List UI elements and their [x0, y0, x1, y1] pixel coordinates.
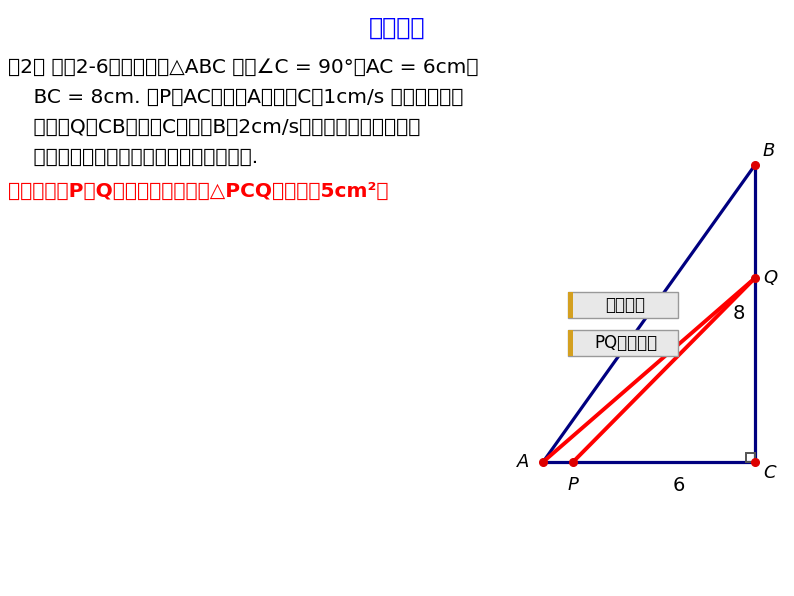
- Bar: [568, 292, 678, 318]
- Text: B: B: [763, 142, 776, 160]
- Text: 一点到达终点时，另一点也随之停止移动.: 一点到达终点时，另一点也随之停止移动.: [8, 148, 258, 167]
- Text: PQ点的运动: PQ点的运动: [594, 334, 657, 352]
- Text: 同时点Q沿CB边从点C向终点B以2cm/s的速度移动，且当其中: 同时点Q沿CB边从点C向终点B以2cm/s的速度移动，且当其中: [8, 118, 420, 137]
- Text: P: P: [568, 476, 579, 494]
- Text: BC = 8cm. 点P沿AC边从点A向终点C以1cm/s 的速度移动；: BC = 8cm. 点P沿AC边从点A向终点C以1cm/s 的速度移动；: [8, 88, 464, 107]
- Text: 解题过程: 解题过程: [606, 296, 646, 314]
- Text: 问题二：点P，Q出发几秒后，可使△PCQ的面积为5cm²？: 问题二：点P，Q出发几秒后，可使△PCQ的面积为5cm²？: [8, 182, 388, 201]
- Bar: [568, 330, 573, 356]
- Bar: [568, 330, 678, 356]
- Text: Q: Q: [763, 269, 777, 287]
- Text: A: A: [517, 453, 529, 471]
- Text: 6: 6: [673, 476, 685, 495]
- Text: 8: 8: [733, 304, 745, 323]
- Bar: [568, 292, 573, 318]
- Text: C: C: [763, 464, 776, 482]
- Text: 例2、 如图2-6所所示，在△ABC 中，∠C = 90°，AC = 6cm，: 例2、 如图2-6所所示，在△ABC 中，∠C = 90°，AC = 6cm，: [8, 58, 479, 77]
- Text: 探究创新: 探究创新: [368, 16, 426, 40]
